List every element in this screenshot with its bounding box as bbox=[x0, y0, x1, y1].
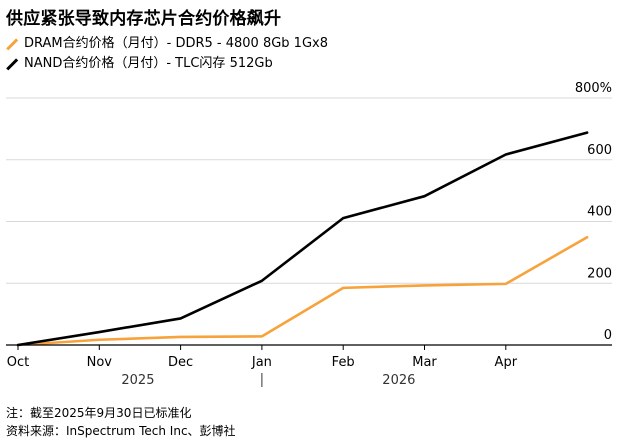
y-tick-label-400: 400 bbox=[587, 205, 612, 220]
x-axis bbox=[6, 344, 612, 387]
tick-labels: 0 200 400 600 800% Oct Nov Dec Jan Feb Mar Apr 2025 2… bbox=[7, 81, 612, 388]
y-tick-label-0: 0 bbox=[604, 328, 612, 343]
x-tick-label-jan: Jan bbox=[251, 355, 272, 370]
legend: DRAM合约价格（月付）- DDR5 - 4800 8Gb 1Gx8 NAND合… bbox=[6, 34, 328, 74]
dram-price-line bbox=[16, 235, 589, 347]
year-label-2025: 2025 bbox=[121, 373, 154, 388]
year-label-2026: 2026 bbox=[382, 373, 415, 388]
grid-lines bbox=[6, 97, 612, 284]
y-tick-label-800: 800% bbox=[575, 81, 612, 96]
legend-label-dram: DRAM合约价格（月付）- DDR5 - 4800 8Gb 1Gx8 bbox=[24, 36, 328, 51]
source-note: 资料来源：InSpectrum Tech Inc、彭博社 bbox=[6, 424, 236, 438]
x-tick-label-dec: Dec bbox=[168, 355, 193, 370]
nand-price-line bbox=[16, 131, 589, 347]
x-tick-label-oct: Oct bbox=[7, 355, 29, 370]
legend-label-nand: NAND合约价格（月付）- TLC闪存 512Gb bbox=[24, 56, 273, 71]
legend-item-nand: NAND合约价格（月付）- TLC闪存 512Gb bbox=[6, 54, 328, 74]
footnote: 注：截至2025年9月30日已标准化 bbox=[6, 406, 192, 420]
series-lines bbox=[16, 131, 589, 347]
x-tick-label-feb: Feb bbox=[332, 355, 355, 370]
y-tick-label-600: 600 bbox=[587, 143, 612, 158]
x-tick-label-apr: Apr bbox=[495, 355, 518, 370]
x-tick-label-mar: Mar bbox=[412, 355, 437, 370]
x-tick-label-nov: Nov bbox=[87, 355, 113, 370]
legend-item-dram: DRAM合约价格（月付）- DDR5 - 4800 8Gb 1Gx8 bbox=[6, 34, 328, 54]
y-tick-label-200: 200 bbox=[587, 266, 612, 281]
chart-title: 供应紧张导致内存芯片合约价格飙升 bbox=[6, 9, 282, 29]
